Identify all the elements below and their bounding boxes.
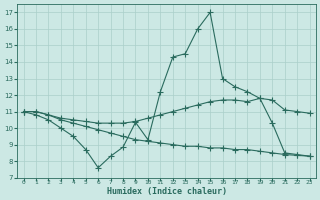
X-axis label: Humidex (Indice chaleur): Humidex (Indice chaleur)	[107, 187, 227, 196]
